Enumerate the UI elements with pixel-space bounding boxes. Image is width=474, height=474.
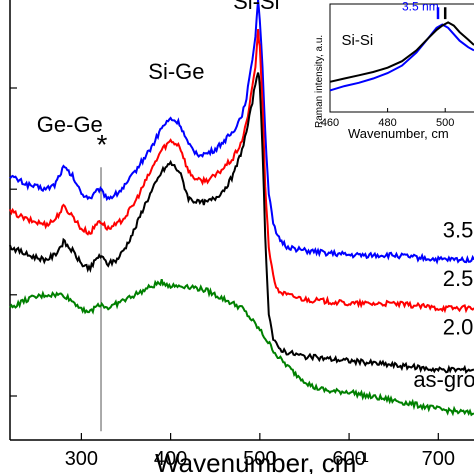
x-tick-label: 500 — [243, 448, 276, 470]
inset-x-ticks: 460 480 500 — [321, 108, 454, 129]
inset-y-axis-label: Raman intensity, a.u. — [314, 35, 325, 128]
x-tick-label: 600 — [332, 448, 365, 470]
inset-x-tick-label: 480 — [378, 117, 396, 129]
inset-series-line — [329, 21, 474, 83]
peak-annotation: * — [96, 129, 107, 160]
inset-annotation: 3.5 nm — [402, 0, 439, 13]
series-line-3-5 — [9, 0, 474, 265]
x-tick-label: 300 — [65, 448, 98, 470]
inset-series-group — [329, 21, 474, 92]
curve-label: 3.5 — [443, 218, 474, 243]
peak-annotation: Ge-Ge — [37, 112, 103, 137]
x-tick-label: 700 — [422, 448, 455, 470]
curve-label: as-grown — [413, 367, 474, 392]
curve-label: 2.0 — [443, 314, 474, 339]
series-line-as-grown — [9, 278, 474, 417]
inset-x-tick-label: 500 — [436, 117, 454, 129]
series-line-2-5 — [9, 29, 474, 314]
main-x-ticks: 300 400 500 600 700 — [65, 433, 455, 470]
inset-x-tick-label: 460 — [321, 117, 339, 129]
peak-annotation: Si-Ge — [148, 59, 204, 84]
inset-annotation: Si-Si — [342, 32, 374, 49]
inset-plot: 460 480 500 Si-Si 3.5 nm Wavenumber, cm Ram… — [314, 0, 474, 141]
main-annotations: Ge-Ge* Si-Ge Si-Si — [37, 0, 280, 160]
main-series-group — [9, 0, 474, 417]
curve-label: 2.5 — [443, 266, 474, 291]
series-line-2-0 — [9, 72, 474, 375]
main-plot: 300 400 500 600 700 Ge-Ge* Si-Ge Si-Si 3.5 2.5 2… — [9, 0, 474, 474]
inset-annotations: Si-Si 3.5 nm — [342, 0, 439, 49]
main-x-axis-label: Wavenumber, cm-1 — [155, 448, 369, 474]
inset-frame — [329, 3, 474, 113]
peak-annotation: Si-Si — [233, 0, 279, 14]
main-y-ticks — [10, 87, 17, 397]
inset-x-axis-label: Wavenumber, cm — [348, 126, 449, 141]
main-curve-labels: 3.5 2.5 2.0 as-grown — [413, 218, 474, 393]
inset-peak-markers — [436, 7, 447, 20]
x-tick-label: 400 — [154, 448, 187, 470]
